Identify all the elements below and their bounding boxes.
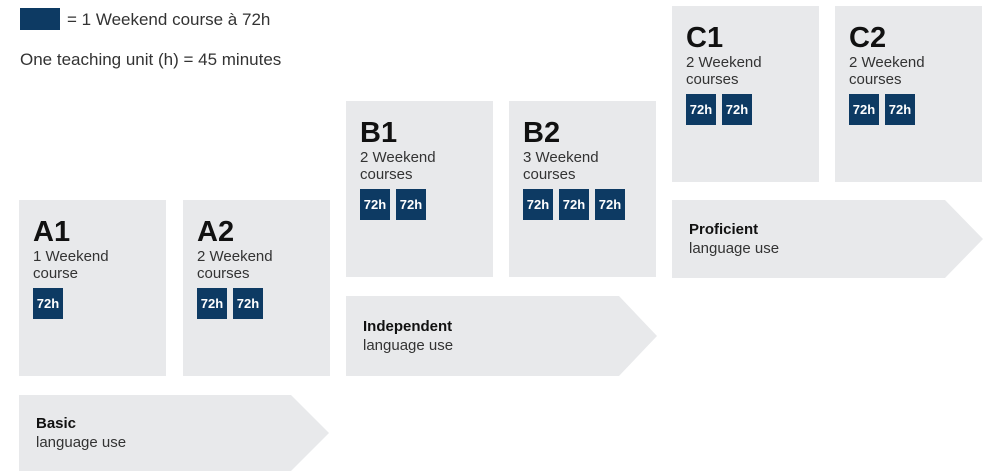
level-box: A2 2 Weekend courses 72h 72h [183,200,330,376]
level-code: B2 [523,117,561,149]
level-box: A1 1 Weekend course 72h [19,200,166,376]
level-box: C1 2 Weekend courses 72h 72h [672,6,819,182]
legend-note: One teaching unit (h) = 45 minutes [20,50,282,69]
legend-swatch [20,8,60,30]
legend-text: = 1 Weekend course à 72h [67,10,271,29]
badge-row: 72h 72h [849,94,982,125]
group-title: Independent [363,318,453,335]
course-badge: 72h [595,189,625,220]
level-code: A2 [197,216,235,248]
group-arrow: Basic language use [19,395,329,471]
group-subtitle: language use [689,240,780,257]
course-badge: 72h [559,189,589,220]
group-subtitle: language use [363,337,454,354]
badge-row: 72h 72h [360,189,493,220]
level-box: C2 2 Weekend courses 72h 72h [835,6,982,182]
course-badge: 72h [849,94,879,125]
course-badge: 72h [396,189,426,220]
level-courses: 3 Weekend courses [523,149,599,183]
course-badge: 72h [885,94,915,125]
level-code: C1 [686,22,724,54]
course-badge: 72h [722,94,752,125]
group-arrow: Independent language use [346,296,657,376]
course-badge: 72h [686,94,716,125]
level-code: C2 [849,22,887,54]
badge-row: 72h 72h [197,288,330,319]
level-courses: 2 Weekend courses [849,54,925,88]
level-box: B2 3 Weekend courses 72h 72h 72h [509,101,656,277]
level-courses: 2 Weekend courses [686,54,762,88]
level-courses: 2 Weekend courses [360,149,436,183]
level-courses: 1 Weekend course [33,248,109,282]
course-badge: 72h [197,288,227,319]
badge-row: 72h [33,288,166,319]
group-subtitle: language use [36,434,127,451]
group-title: Basic [36,415,77,432]
badge-row: 72h 72h 72h [523,189,656,220]
course-badge: 72h [523,189,553,220]
group-arrow: Proficient language use [672,200,983,278]
group-title: Proficient [689,221,759,238]
level-code: B1 [360,117,398,149]
course-badge: 72h [33,288,63,319]
badge-row: 72h 72h [686,94,819,125]
course-badge: 72h [233,288,263,319]
level-box: B1 2 Weekend courses 72h 72h [346,101,493,277]
course-badge: 72h [360,189,390,220]
level-courses: 2 Weekend courses [197,248,273,282]
level-code: A1 [33,216,71,248]
